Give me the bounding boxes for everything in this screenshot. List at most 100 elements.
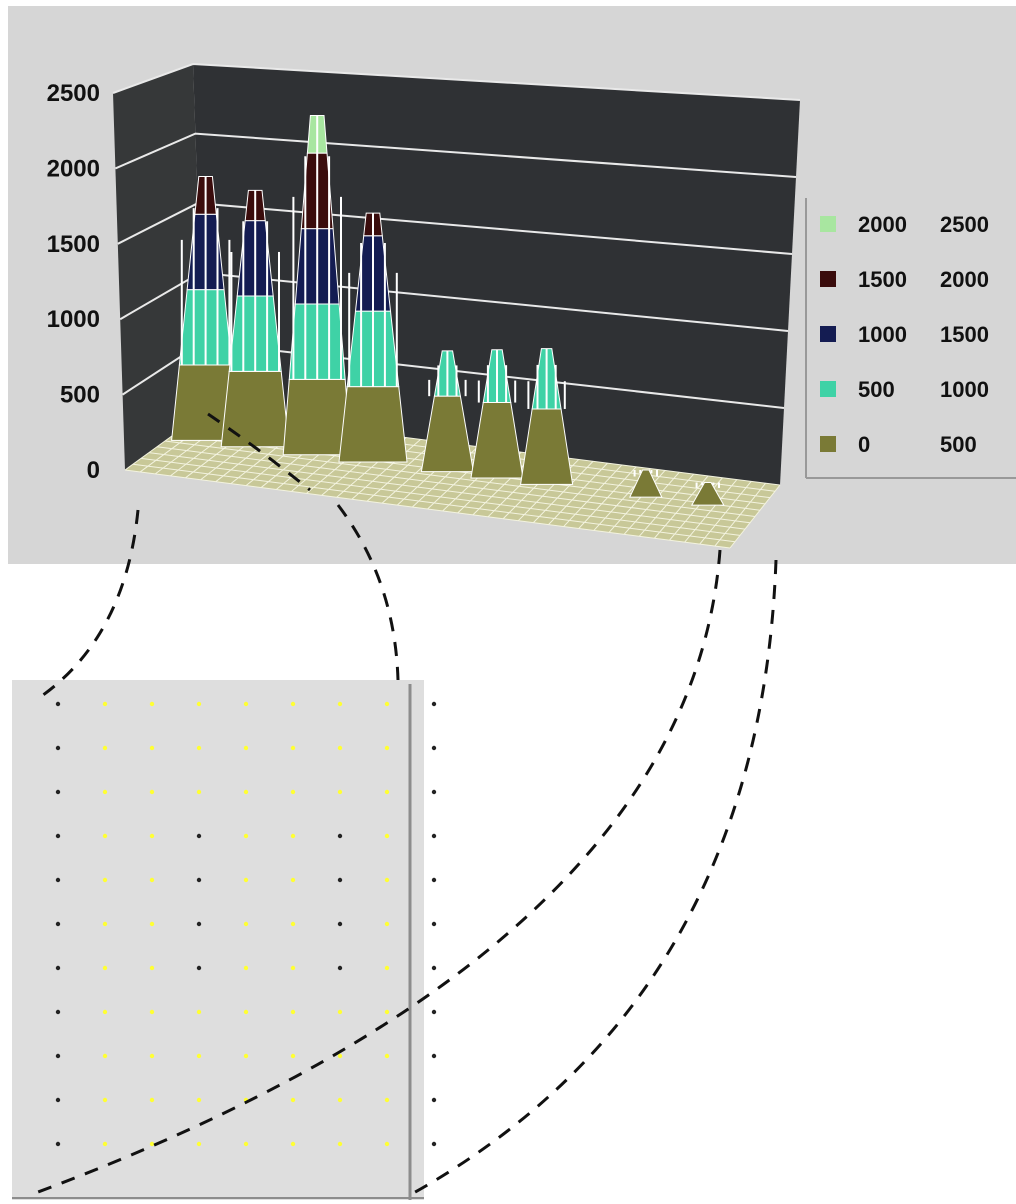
grid-dot [149, 1097, 155, 1103]
legend: 2000 2500 1500 2000 1000 1500 500 1000 0 500 [805, 198, 1016, 479]
grid-dot [196, 701, 202, 707]
grid-dot [243, 1053, 249, 1059]
z-tick-label: 1000 [47, 306, 100, 333]
connector-line-1 [35, 509, 140, 702]
grid-dot [431, 921, 437, 927]
grid-dot [384, 1141, 390, 1147]
floor-mesh-line [140, 457, 741, 536]
grid-dot [55, 1141, 61, 1147]
grid-dot [384, 789, 390, 795]
dot-grid-background [12, 680, 424, 1200]
grid-dot [102, 745, 108, 751]
grid-dot [431, 1053, 437, 1059]
grid-dot [55, 833, 61, 839]
grid-dot [384, 965, 390, 971]
grid-dot [431, 789, 437, 795]
peak-1 [171, 175, 241, 441]
grid-dot [290, 921, 296, 927]
grid-dot [55, 789, 61, 795]
grid-dot [290, 789, 296, 795]
peak-8 [629, 469, 663, 498]
grid-dot [384, 921, 390, 927]
grid-dot [102, 1141, 108, 1147]
peak-6 [470, 349, 524, 479]
grid-dot [102, 701, 108, 707]
grid-dot [55, 921, 61, 927]
grid-dot [431, 1141, 437, 1147]
grid-dot [337, 745, 343, 751]
grid-dot [243, 1009, 249, 1015]
floor-mesh-line [124, 469, 731, 549]
grid-dot [431, 745, 437, 751]
grid-dot [243, 921, 249, 927]
grid-dot [243, 965, 249, 971]
legend-from: 1000 [858, 322, 907, 347]
peak-5 [420, 350, 474, 473]
connector-line-5 [207, 412, 311, 492]
floor-mesh-line [132, 463, 736, 543]
legend-to: 2000 [940, 267, 989, 292]
grid-dot [149, 789, 155, 795]
grid-dot [149, 1053, 155, 1059]
dot-grid-panel [12, 680, 437, 1200]
peak-band [220, 370, 290, 448]
grid-dot [337, 701, 343, 707]
grid-dot [384, 745, 390, 751]
grid-dot [55, 1009, 61, 1015]
z-tick-label: 500 [60, 382, 100, 409]
grid-dot [149, 921, 155, 927]
grid-dot [337, 1097, 343, 1103]
grid-dot [196, 789, 202, 795]
z-tick-label: 0 [87, 457, 100, 484]
z-tick-label: 2500 [47, 80, 100, 107]
grid-dot [243, 833, 249, 839]
grid-dot [55, 1053, 61, 1059]
grid-dot [431, 965, 437, 971]
grid-dot [384, 877, 390, 883]
grid-dot [196, 965, 202, 971]
grid-dot [243, 877, 249, 883]
grid-dot [431, 1009, 437, 1015]
dot-grid [55, 701, 437, 1147]
grid-dot [102, 921, 108, 927]
grid-dot [337, 833, 343, 839]
grid-dot [290, 1009, 296, 1015]
grid-dot [55, 965, 61, 971]
legend-from: 0 [858, 432, 870, 457]
grid-dot [149, 877, 155, 883]
grid-dot [102, 1009, 108, 1015]
legend-swatch [820, 326, 836, 342]
legend-swatch [820, 216, 836, 232]
grid-dot [196, 1141, 202, 1147]
grid-dot [149, 833, 155, 839]
legend-to: 2500 [940, 212, 989, 237]
peaks [171, 114, 725, 506]
connector-lines [29, 412, 778, 1197]
grid-dot [102, 789, 108, 795]
grid-dot [290, 701, 296, 707]
grid-dot [55, 1097, 61, 1103]
peak-3 [282, 114, 352, 456]
grid-dot [243, 1141, 249, 1147]
grid-dot [431, 833, 437, 839]
grid-dot [196, 833, 202, 839]
grid-dot [149, 965, 155, 971]
grid-dot [290, 877, 296, 883]
grid-dot [196, 1097, 202, 1103]
grid-dot [196, 745, 202, 751]
grid-dot [243, 745, 249, 751]
z-gridline [115, 132, 797, 178]
floor-mesh-line [156, 446, 751, 524]
grid-dot [196, 1053, 202, 1059]
grid-dot [196, 1009, 202, 1015]
grid-dot [290, 1097, 296, 1103]
legend-swatch [820, 381, 836, 397]
grid-dot [55, 877, 61, 883]
legend-from: 1500 [858, 267, 907, 292]
grid-dot [384, 1097, 390, 1103]
legend-from: 500 [858, 377, 895, 402]
grid-dot [337, 877, 343, 883]
grid-dot [196, 921, 202, 927]
